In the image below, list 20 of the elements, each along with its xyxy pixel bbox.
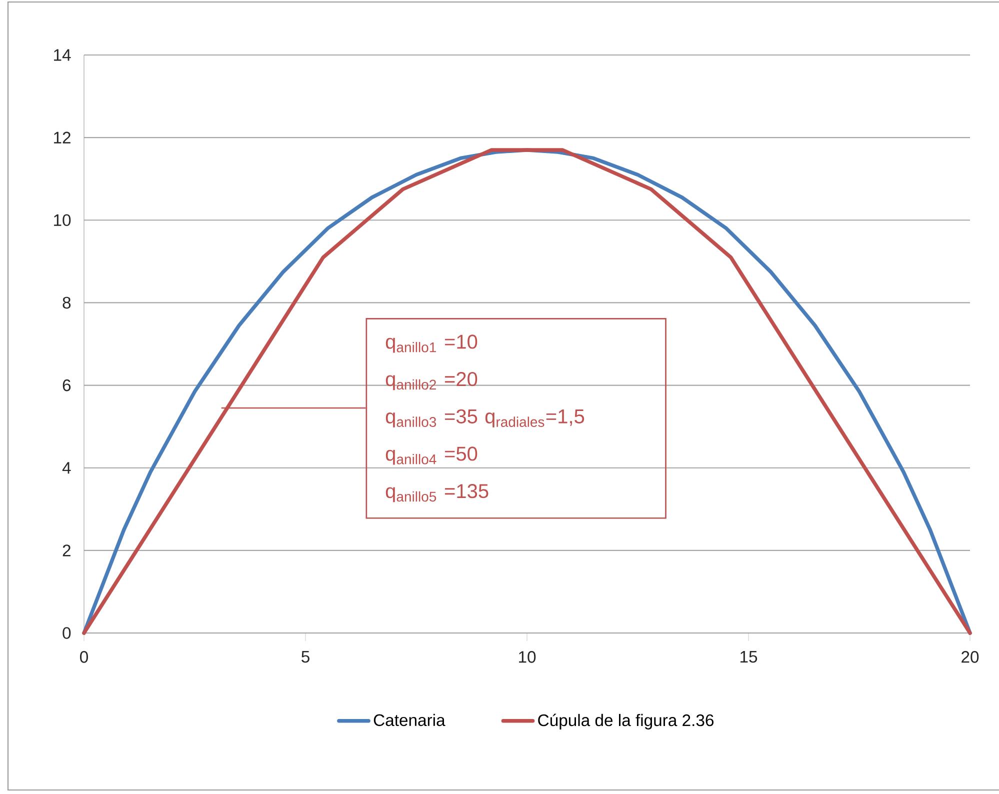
- annotation: q$_{anillo2}$ =20: [386, 372, 478, 390]
- x-tick-label: 20: [962, 651, 979, 663]
- y-tick-label: 10: [54, 214, 71, 226]
- y-tick-label: 12: [54, 132, 70, 144]
- y-tick-label: 2: [62, 544, 70, 556]
- annotation: q$_{anillo3}$ =35 q$_{radiales}$=1,5: [386, 409, 584, 428]
- x-tick-label: 10: [519, 651, 536, 663]
- y-tick-label: 8: [62, 296, 71, 309]
- x-tick-label: 5: [302, 651, 310, 663]
- y-tick-label: 14: [54, 49, 71, 61]
- annotation: q$_{anillo1}$ =10: [386, 334, 478, 353]
- annotation: q$_{anillo5}$ =135: [386, 484, 488, 502]
- legend-label: Catenaria: [374, 714, 446, 726]
- x-tick-label: 15: [740, 651, 758, 663]
- x-tick-label: 0: [80, 651, 88, 663]
- y-tick-label: 6: [62, 379, 71, 392]
- annotation: q$_{anillo4}$ =50: [386, 446, 478, 465]
- y-tick-label: 0: [62, 627, 71, 639]
- y-tick-label: 4: [62, 462, 71, 474]
- legend-label: Cúpula de la figura 2.36: [538, 714, 714, 730]
